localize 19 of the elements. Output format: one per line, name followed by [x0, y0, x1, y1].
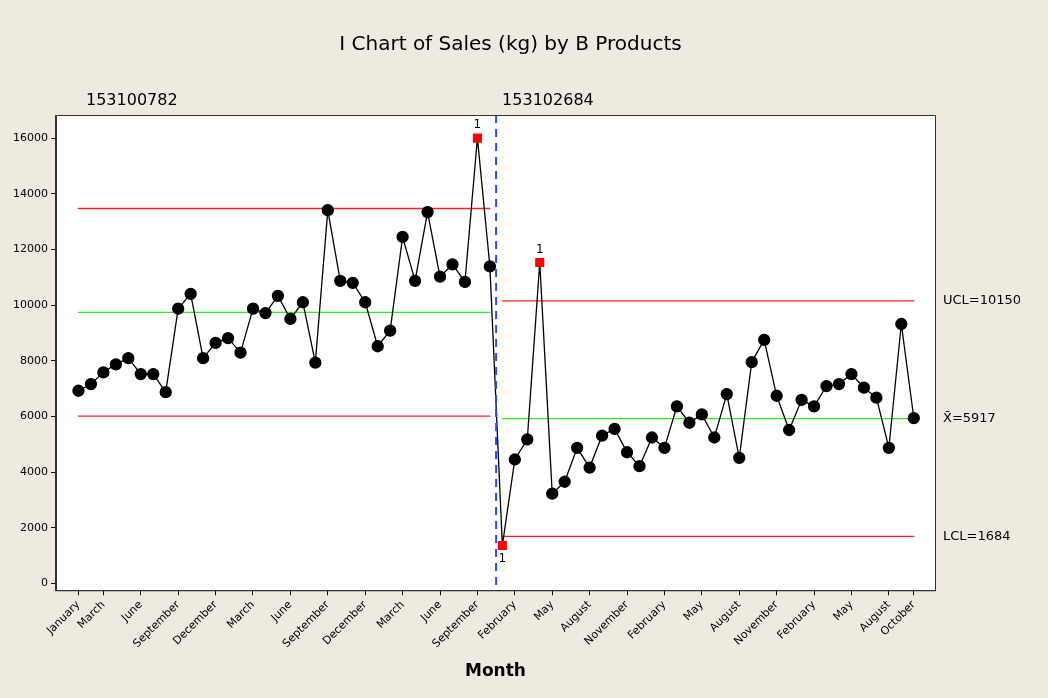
text: LCL=1684: [943, 527, 1011, 543]
annotation: 1: [498, 550, 507, 565]
y-tick-label: 4000: [19, 464, 48, 478]
text: 153102684: [502, 90, 594, 110]
x-axis-title: Month: [465, 660, 526, 681]
chart-title: I Chart of Sales (kg) by B Products: [339, 31, 682, 56]
text: UCL=10150: [943, 292, 1022, 308]
text: 153100782: [85, 90, 178, 110]
text: X̄=5917: [943, 410, 996, 426]
y-tick-label: 6000: [19, 409, 48, 423]
y-tick-label: 10000: [12, 297, 48, 311]
y-tick-label: 8000: [19, 353, 48, 367]
y-tick-label: 12000: [12, 242, 48, 256]
y-tick-label: 2000: [19, 520, 48, 534]
y-tick-label: 14000: [12, 186, 48, 200]
annotation: 1: [535, 241, 544, 256]
y-tick-label: 16000: [12, 130, 48, 144]
annotation: 1: [473, 117, 482, 132]
y-tick-label: 0: [40, 576, 48, 590]
